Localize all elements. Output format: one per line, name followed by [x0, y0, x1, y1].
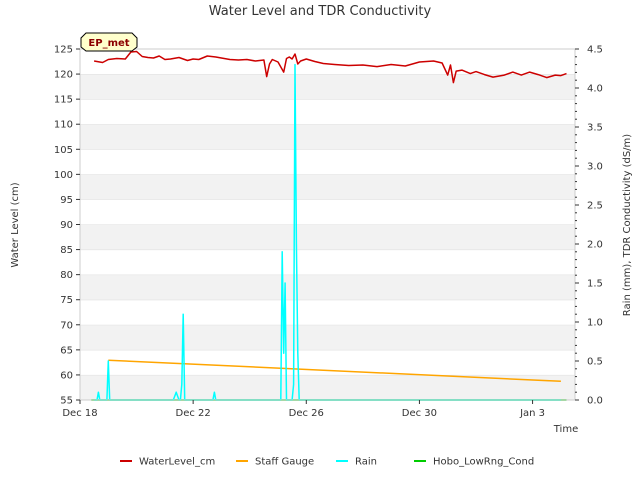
y-tick-label: 120: [54, 70, 73, 81]
background-band: [80, 99, 575, 125]
legend-label: WaterLevel_cm: [139, 457, 215, 468]
legend-label: Staff Gauge: [255, 457, 314, 468]
y-tick-label: 95: [60, 195, 73, 206]
y-tick-label: 115: [54, 95, 73, 106]
y-tick-label: 60: [60, 370, 73, 381]
y2-tick-label: 2.5: [587, 201, 603, 212]
y-tick-label: 75: [60, 295, 73, 306]
legend-label: Rain: [355, 457, 377, 468]
y2-tick-label: 1.5: [587, 279, 603, 290]
background-band: [80, 174, 575, 200]
series-line-waterlevel-cm: [93, 50, 567, 84]
background-band: [80, 124, 575, 150]
x-tick-label: Dec 22: [176, 408, 211, 419]
y-axis-right: 0.0 0.5 1.0 1.5 2.0 2.5 3.0 3.5 4.0 4.5: [575, 45, 603, 407]
y-tick-label: 100: [54, 170, 73, 181]
ep-met-badge: EP_met: [80, 32, 138, 52]
y2-tick-label: 0.0: [587, 396, 603, 407]
y-tick-label: 55: [60, 396, 73, 407]
badge-box: [80, 32, 138, 52]
x-axis: Dec 18 Dec 22 Dec 26 Dec 30 Jan 3: [62, 400, 545, 419]
y2-tick-label: 4.0: [587, 84, 603, 95]
y-tick-label: 110: [54, 120, 73, 131]
background-band: [80, 324, 575, 350]
background-band: [80, 249, 575, 275]
y2-tick-label: 0.5: [587, 357, 603, 368]
y2-tick-label: 2.0: [587, 240, 603, 251]
legend-label: Hobo_LowRng_Cond: [433, 457, 534, 468]
background-bands: [80, 48, 575, 400]
background-band: [80, 299, 575, 325]
y2-tick-label: 3.5: [587, 123, 603, 134]
chart-title: Water Level and TDR Conductivity: [209, 4, 432, 19]
badge-label: EP_met: [88, 38, 129, 49]
background-band: [80, 74, 575, 100]
y-tick-label: 80: [60, 270, 73, 281]
x-tick-label: Jan 3: [519, 408, 545, 419]
background-band: [80, 199, 575, 225]
y-axis-left: 55 60 65 70 75 80 85 90 95 100 105 110 115 120 125: [54, 45, 80, 407]
y-axis-label: Water Level (cm): [10, 182, 21, 267]
background-band: [80, 149, 575, 175]
y-tick-label: 105: [54, 145, 73, 156]
y2-tick-label: 4.5: [587, 45, 603, 56]
background-band: [80, 224, 575, 250]
y2-axis-label: Rain (mm), TDR Conductivity (dS/m): [622, 134, 633, 316]
background-band: [80, 49, 575, 75]
background-band: [80, 374, 575, 400]
y-tick-label: 125: [54, 45, 73, 56]
y-tick-label: 70: [60, 320, 73, 331]
y-tick-label: 90: [60, 220, 73, 231]
y-tick-label: 65: [60, 345, 73, 356]
y2-tick-label: 1.0: [587, 318, 603, 329]
x-tick-label: Dec 30: [402, 408, 437, 419]
y2-tick-label: 3.0: [587, 162, 603, 173]
x-axis-label: Time: [553, 424, 578, 435]
x-tick-label: Dec 18: [62, 408, 97, 419]
y-tick-label: 85: [60, 245, 73, 256]
legend: WaterLevel_cm Staff Gauge Rain Hobo_LowRng_…: [120, 457, 534, 468]
x-tick-label: Dec 26: [289, 408, 324, 419]
background-band: [80, 274, 575, 300]
